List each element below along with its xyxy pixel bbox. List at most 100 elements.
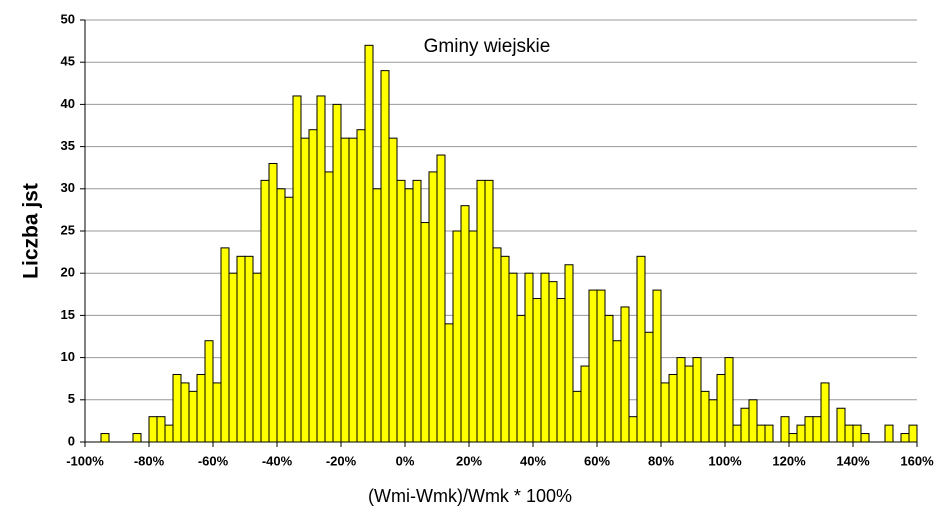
bar bbox=[148, 416, 158, 443]
bar bbox=[324, 171, 334, 443]
bar bbox=[292, 95, 302, 443]
bar bbox=[452, 230, 462, 443]
bar bbox=[716, 373, 726, 443]
y-tick-label: 15 bbox=[61, 307, 75, 322]
bar bbox=[476, 179, 486, 443]
y-tick-label: 30 bbox=[61, 180, 75, 195]
bar bbox=[556, 298, 566, 443]
bar bbox=[436, 154, 446, 443]
bar bbox=[428, 171, 438, 443]
bar bbox=[444, 323, 454, 443]
bar bbox=[580, 365, 590, 443]
bar bbox=[180, 382, 190, 443]
bar bbox=[244, 255, 254, 443]
bar bbox=[788, 433, 798, 443]
bar bbox=[700, 390, 710, 443]
bar bbox=[724, 357, 734, 443]
y-tick-label: 0 bbox=[68, 433, 75, 448]
x-tick-label: 0% bbox=[396, 453, 415, 468]
bar bbox=[500, 255, 510, 443]
bar bbox=[420, 222, 430, 443]
y-tick-label: 35 bbox=[61, 138, 75, 153]
bar bbox=[540, 272, 550, 443]
bar bbox=[236, 255, 246, 443]
x-tick-label: 100% bbox=[708, 453, 742, 468]
x-axis-label: (Wmi-Wmk)/Wmk * 100% bbox=[368, 486, 572, 506]
chart-annotation: Gminy wiejskie bbox=[424, 36, 551, 57]
bar bbox=[780, 416, 790, 443]
x-tick-label: 20% bbox=[456, 453, 482, 468]
bar bbox=[852, 424, 862, 443]
y-tick-label: 10 bbox=[61, 349, 75, 364]
bar bbox=[652, 289, 662, 443]
bar bbox=[164, 424, 174, 443]
y-tick-label: 40 bbox=[61, 96, 75, 111]
x-tick-label: 80% bbox=[648, 453, 674, 468]
bar bbox=[564, 264, 574, 443]
bar bbox=[212, 382, 222, 443]
bar bbox=[708, 399, 718, 443]
bar bbox=[524, 272, 534, 443]
bar bbox=[884, 424, 894, 443]
bar bbox=[604, 314, 614, 443]
bar bbox=[308, 129, 318, 443]
bar bbox=[796, 424, 806, 443]
bar bbox=[332, 103, 342, 443]
bar bbox=[156, 416, 166, 443]
bar bbox=[516, 314, 526, 443]
bar bbox=[204, 340, 214, 443]
x-tick-label: 140% bbox=[836, 453, 870, 468]
bar bbox=[548, 281, 558, 443]
bar bbox=[756, 424, 766, 443]
bar bbox=[132, 433, 142, 443]
bar bbox=[628, 416, 638, 443]
bar bbox=[596, 289, 606, 443]
bar bbox=[412, 179, 422, 443]
bar bbox=[396, 179, 406, 443]
bar bbox=[764, 424, 774, 443]
bar bbox=[252, 272, 262, 443]
bar bbox=[572, 390, 582, 443]
bar bbox=[348, 137, 358, 443]
x-tick-label: -40% bbox=[262, 453, 293, 468]
bar bbox=[748, 399, 758, 443]
bar bbox=[532, 298, 542, 443]
bar bbox=[284, 196, 294, 443]
bar bbox=[340, 137, 350, 443]
bar bbox=[804, 416, 814, 443]
bar bbox=[676, 357, 686, 443]
bar bbox=[404, 188, 414, 443]
bar bbox=[508, 272, 518, 443]
bar bbox=[276, 188, 286, 443]
bar bbox=[380, 70, 390, 443]
bar bbox=[684, 365, 694, 443]
bar bbox=[668, 373, 678, 443]
x-tick-label: -60% bbox=[198, 453, 229, 468]
y-tick-label: 5 bbox=[68, 391, 75, 406]
bar bbox=[196, 373, 206, 443]
x-tick-label: -20% bbox=[326, 453, 357, 468]
bar bbox=[316, 95, 326, 443]
bar bbox=[812, 416, 822, 443]
bar bbox=[228, 272, 238, 443]
x-tick-label: 40% bbox=[520, 453, 546, 468]
bar bbox=[660, 382, 670, 443]
bar bbox=[644, 331, 654, 443]
bar bbox=[172, 373, 182, 443]
bar bbox=[484, 179, 494, 443]
bar bbox=[612, 340, 622, 443]
x-tick-label: 60% bbox=[584, 453, 610, 468]
bar bbox=[492, 247, 502, 443]
x-tick-label: -100% bbox=[66, 453, 104, 468]
bar bbox=[588, 289, 598, 443]
x-tick-label: 120% bbox=[772, 453, 806, 468]
bar bbox=[900, 433, 910, 443]
bar bbox=[468, 230, 478, 443]
x-tick-label: -80% bbox=[134, 453, 165, 468]
bar bbox=[740, 407, 750, 443]
bar bbox=[460, 205, 470, 443]
bar bbox=[908, 424, 918, 443]
bar bbox=[844, 424, 854, 443]
bar bbox=[636, 255, 646, 443]
